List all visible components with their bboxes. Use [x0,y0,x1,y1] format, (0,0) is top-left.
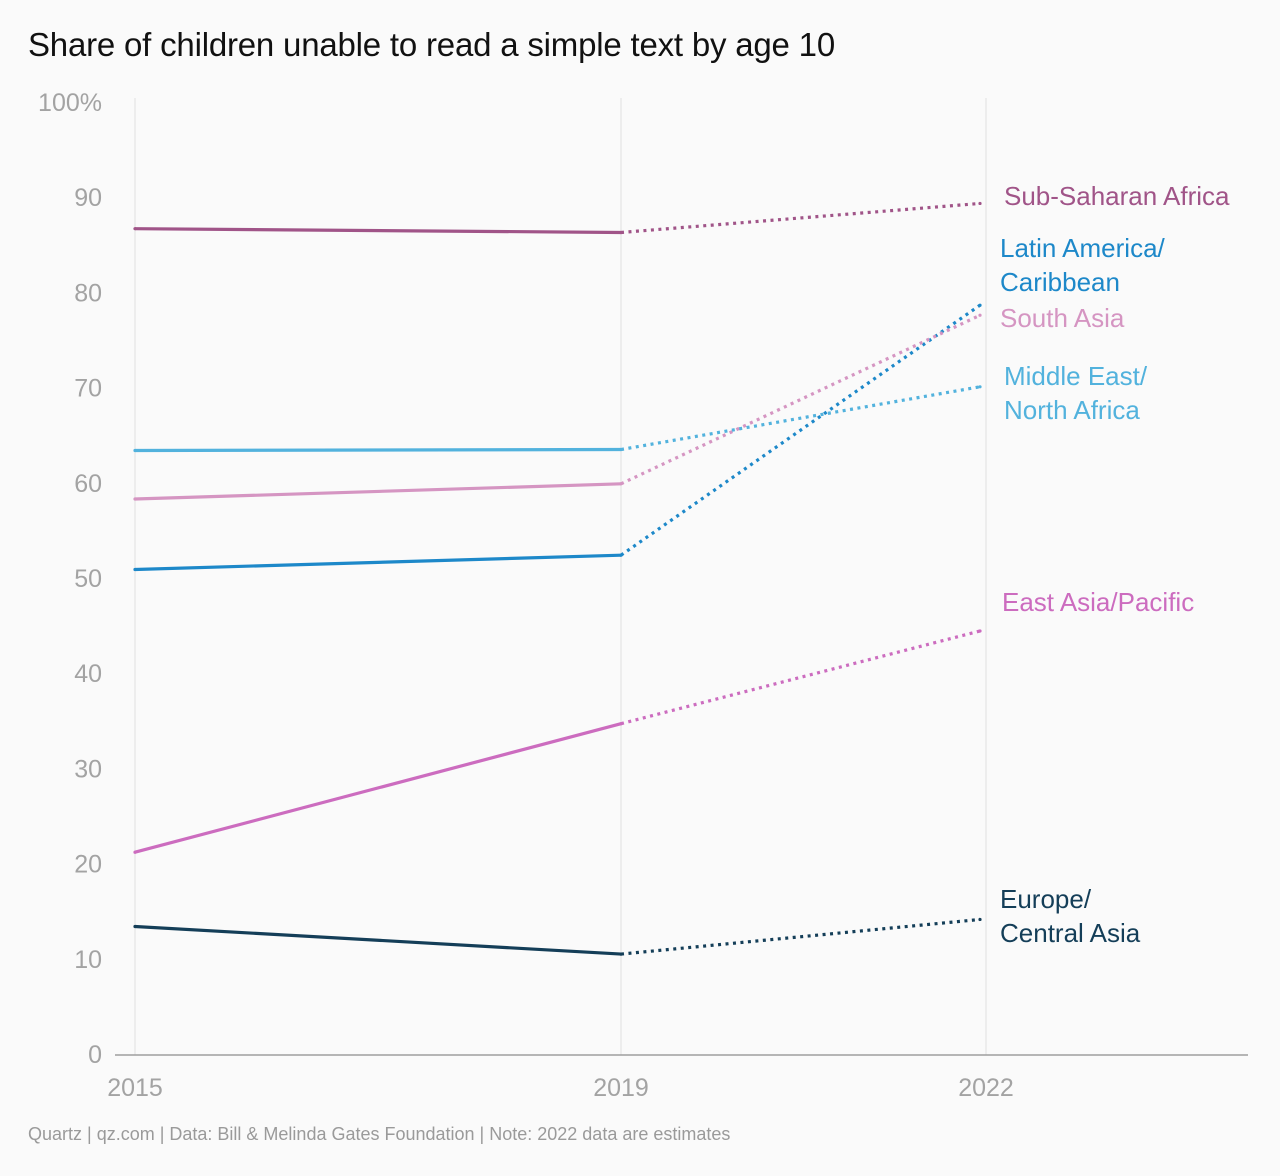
y-tick-label: 0 [88,1041,102,1069]
y-axis-ticks: 0 10 20 30 40 50 60 70 80 90 100% [38,89,102,1069]
series-line-actual [134,482,622,501]
x-tick-label: 2015 [107,1074,163,1102]
data-point-2022 [978,201,982,206]
series-east-asia-pacific [133,629,982,854]
series-line-actual [134,447,622,453]
data-point-2015 [133,850,137,854]
chart-title: Share of children unable to read a simpl… [28,26,835,63]
x-tick-label: 2019 [593,1074,649,1102]
series-line-actual [134,924,622,956]
series-line-estimate [620,303,981,557]
series-label-line: North Africa [1004,395,1140,425]
source-footer: Quartz | qz.com | Data: Bill & Melinda G… [28,1124,731,1144]
series-line-estimate [620,917,981,956]
data-point-2015 [133,924,137,929]
series-line-actual [134,722,622,854]
data-point-2019 [619,722,623,726]
data-point-2019 [619,952,623,956]
y-tick-label: 80 [74,279,102,307]
series-line-estimate [620,313,981,486]
series-latin-america-caribbean [133,303,982,572]
series-label-middle-east-north-africa: Middle East/North Africa [1004,361,1148,425]
data-point-2015 [133,567,137,572]
series-label-east-asia-pacific: East Asia/Pacific [1002,587,1194,617]
series-label-line: East Asia/Pacific [1002,587,1194,617]
data-point-2019 [619,230,623,235]
data-point-2015 [133,497,137,501]
series-label-latin-america-caribbean: Latin America/Caribbean [1000,233,1166,297]
grid-lines [134,98,987,1055]
series-line-estimate [620,385,981,452]
data-point-2019 [619,553,623,557]
y-tick-label: 50 [74,565,102,593]
series-label-south-asia: South Asia [1000,303,1125,333]
series-label-line: Sub-Saharan Africa [1004,181,1230,211]
series-sub-saharan-africa [133,201,982,235]
series-label-sub-saharan-africa: Sub-Saharan Africa [1004,181,1230,211]
y-tick-label: 70 [74,375,102,403]
x-axis-ticks: 2015 2019 2022 [107,1074,1014,1102]
series-label-line: Middle East/ [1004,361,1148,391]
series-labels: Sub-Saharan Africa Latin America/Caribbea… [1000,181,1230,948]
series-label-europe-central-asia: Europe/Central Asia [1000,884,1141,948]
data-point-2022 [978,385,982,389]
data-point-2015 [133,448,137,453]
data-point-2019 [619,447,623,452]
series-label-line: South Asia [1000,303,1125,333]
y-tick-label: 20 [74,851,102,879]
series-south-asia [133,313,982,501]
series-line-actual [134,227,622,235]
series-europe-central-asia [133,917,982,956]
series-label-line: Central Asia [1000,918,1141,948]
series-line-estimate [620,201,981,235]
series-line-estimate [620,629,981,726]
y-tick-label: 30 [74,755,102,783]
y-tick-label: 10 [74,946,102,974]
data-point-2019 [619,482,623,486]
y-tick-label: 60 [74,470,102,498]
series-label-line: Latin America/ [1000,233,1166,263]
data-point-2022 [978,303,982,307]
series-label-line: Europe/ [1000,884,1092,914]
series-label-line: Caribbean [1000,267,1120,297]
series-line-actual [134,553,622,572]
data-point-2022 [978,313,982,317]
y-tick-label: 90 [74,184,102,212]
series-middle-east-north-africa [133,385,982,453]
data-point-2015 [133,227,137,231]
y-tick-label: 100% [38,89,102,117]
y-tick-label: 40 [74,660,102,688]
data-point-2022 [978,629,982,633]
data-point-2022 [978,917,982,922]
x-tick-label: 2022 [958,1074,1014,1102]
series-lines [133,201,982,956]
